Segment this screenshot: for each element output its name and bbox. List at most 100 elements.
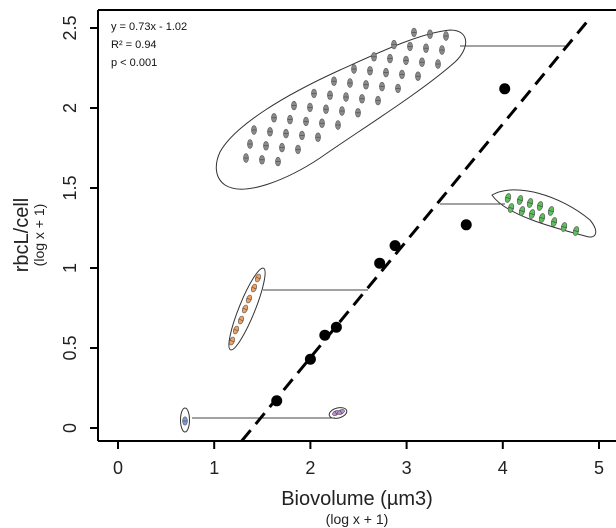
grey-cell-icon xyxy=(251,125,257,135)
blue-cell-outline xyxy=(180,407,190,433)
green-cell-icon xyxy=(560,222,568,232)
grey-cell-icon xyxy=(351,64,357,74)
grey-cell-icon xyxy=(343,92,349,102)
orange-cell-icon xyxy=(228,336,236,346)
orange-cell-icon xyxy=(250,283,258,293)
data-point xyxy=(271,395,283,407)
leader-lines xyxy=(192,45,568,419)
grey-cell-icon xyxy=(291,100,297,111)
grey-cell-icon xyxy=(267,127,273,137)
grey-cell-icon xyxy=(355,108,361,118)
green-cell-icon xyxy=(538,213,546,223)
x-tick-label: 3 xyxy=(402,458,412,478)
grey-colony-outline xyxy=(215,29,467,190)
grey-cell-icon xyxy=(443,31,449,41)
data-point xyxy=(374,257,386,269)
grey-cell-icon xyxy=(263,141,269,151)
grey-cell-icon xyxy=(327,90,333,100)
grey-cell-icon xyxy=(279,142,285,153)
annotation-p: p < 0.001 xyxy=(111,57,157,69)
blue-cell-icon xyxy=(182,416,188,426)
green-cell-icon xyxy=(518,206,526,216)
grey-cell-icon xyxy=(311,88,317,99)
grey-cell-icon xyxy=(287,114,293,125)
y-tick-label: 1.5 xyxy=(60,175,80,200)
axes xyxy=(97,9,616,442)
grey-cell-icon xyxy=(411,27,417,38)
grey-cell-icon xyxy=(283,128,289,139)
data-point xyxy=(330,321,342,333)
orange-cell-icon xyxy=(241,304,249,314)
y-tick-label: 1 xyxy=(60,263,80,273)
grey-cell-icon xyxy=(347,78,353,88)
grey-cell-icon xyxy=(335,120,341,130)
green-cell-icon xyxy=(528,209,536,219)
annotation-r2: R² = 0.94 xyxy=(111,39,157,51)
grey-cell-icon xyxy=(439,45,445,55)
grey-cell-icon xyxy=(243,153,249,163)
grey-cell-icon xyxy=(403,55,409,66)
data-points xyxy=(271,83,511,407)
green-cell-icon xyxy=(516,195,524,205)
grey-cell-icon xyxy=(259,155,265,165)
x-tick-label: 2 xyxy=(305,458,315,478)
grey-cell-icon xyxy=(427,29,433,39)
y-axis-title-group: rbcL/cell (log x + 1) xyxy=(11,198,47,272)
orange-cell-icon xyxy=(237,315,245,325)
y-tick-label: 2 xyxy=(60,103,80,113)
x-tick-label: 4 xyxy=(498,458,508,478)
grey-cell-icon xyxy=(303,116,309,127)
green-cell-icon xyxy=(550,217,558,227)
grey-cell-icon xyxy=(275,156,281,167)
purple-cell-icon xyxy=(337,409,345,415)
grey-cell-icon xyxy=(315,132,321,142)
grey-cell-icon xyxy=(419,57,425,67)
grey-cell-icon xyxy=(363,80,369,90)
data-point xyxy=(499,83,511,95)
orange-cell-icon xyxy=(232,325,240,335)
purple-cell-outline xyxy=(328,407,348,419)
grey-cell-icon xyxy=(331,76,337,86)
grey-cell-icon xyxy=(375,95,381,106)
x-tick-label: 5 xyxy=(594,458,604,478)
grey-cell-icon xyxy=(387,53,393,64)
grey-cell-icon xyxy=(407,41,413,52)
grey-cell-icon xyxy=(435,59,441,69)
grey-cell-icon xyxy=(415,71,421,81)
orange-cell-icon xyxy=(254,273,262,283)
grey-cell-icon xyxy=(307,102,313,113)
grey-cell-icon xyxy=(423,43,429,53)
data-point xyxy=(304,353,316,365)
green-cell-icon xyxy=(507,203,515,213)
x-axis-subtitle: (log x + 1) xyxy=(326,511,389,527)
annotation-equation: y = 0.73x - 1.02 xyxy=(111,21,187,33)
grey-cell-icon xyxy=(271,113,277,123)
y-tick-label: 0 xyxy=(60,423,80,433)
data-point xyxy=(460,219,472,231)
grey-cell-icon xyxy=(371,52,377,62)
green-cell-icon xyxy=(504,193,512,203)
y-tick-label: 0.5 xyxy=(60,335,80,360)
grey-cell-icon xyxy=(319,118,325,128)
grey-cell-icon xyxy=(367,66,373,76)
cell-illustrations xyxy=(180,27,597,433)
green-cell-icon xyxy=(572,226,580,236)
data-point xyxy=(319,329,331,341)
grey-cell-icon xyxy=(391,39,397,50)
grey-cell-icon xyxy=(247,139,253,149)
grey-cell-icon xyxy=(395,83,401,94)
grey-cell-icon xyxy=(323,104,329,114)
x-ticks: 0 1 2 3 4 5 xyxy=(113,441,604,478)
grey-cell-icon xyxy=(359,94,365,104)
x-tick-label: 1 xyxy=(209,458,219,478)
orange-cell-icon xyxy=(245,294,253,304)
green-cell-icon xyxy=(547,206,555,216)
grey-cell-icon xyxy=(383,67,389,78)
grey-cell-icon xyxy=(339,106,345,116)
green-colony-outline xyxy=(491,189,597,238)
grey-cell-icon xyxy=(295,144,301,155)
grey-cell-icon xyxy=(299,130,305,141)
x-tick-label: 0 xyxy=(113,458,123,478)
data-point xyxy=(389,240,401,252)
